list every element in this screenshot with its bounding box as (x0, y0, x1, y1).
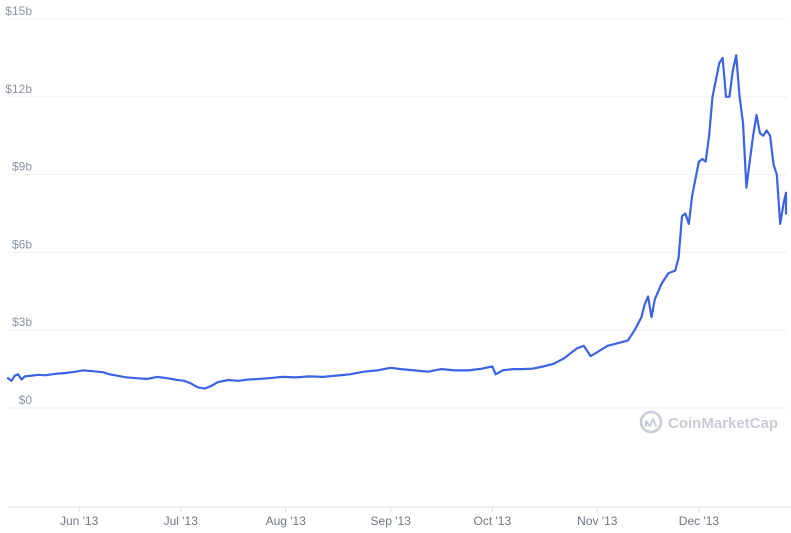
y-tick-label: $0 (19, 393, 33, 407)
x-tick-label: Jul '13 (164, 514, 199, 528)
y-tick-label: $3b (12, 315, 32, 329)
y-tick-label: $12b (5, 82, 32, 96)
x-tick-label: Sep '13 (371, 514, 412, 528)
watermark-text: CoinMarketCap (668, 415, 778, 432)
watermark: CoinMarketCap (639, 410, 778, 434)
y-axis: $0 $3b $6b $9b $12b $15b (5, 4, 32, 407)
x-tick-label: Nov '13 (577, 514, 618, 528)
x-tick-label: Dec '13 (679, 514, 720, 528)
y-gridlines (8, 18, 787, 409)
market-cap-series-line (6, 54, 788, 390)
x-tick-label: Oct '13 (474, 514, 512, 528)
y-tick-label: $6b (12, 237, 32, 251)
y-tick-label: $9b (12, 160, 32, 174)
coinmarketcap-logo-icon (639, 410, 663, 434)
x-tick-label: Aug '13 (266, 514, 307, 528)
x-axis: Jun '13 Jul '13 Aug '13 Sep '13 Oct '13 Nov '… (60, 507, 719, 528)
y-tick-label: $15b (5, 4, 32, 18)
x-tick-label: Jun '13 (60, 514, 99, 528)
